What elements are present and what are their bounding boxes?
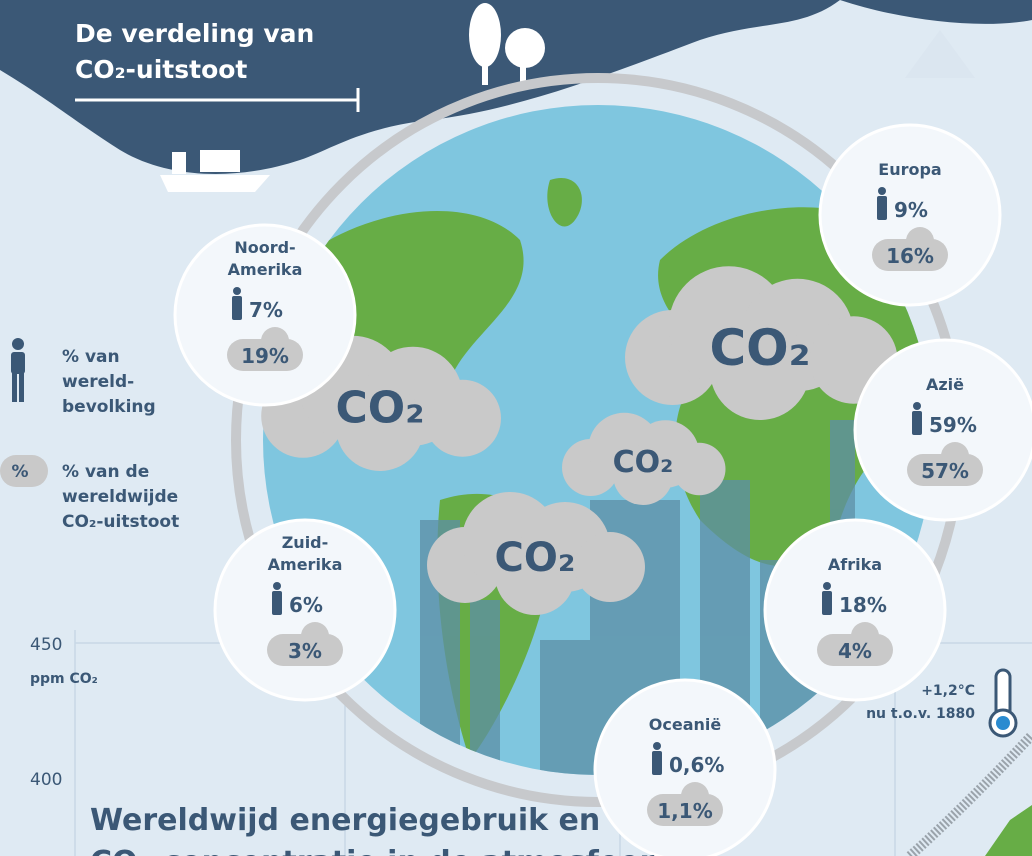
region: Afrika 18% 4% — [765, 520, 945, 700]
axis-tick: 400 — [30, 770, 62, 790]
emission-share: 57% — [921, 459, 969, 483]
person-body — [877, 196, 887, 220]
person-icon — [652, 742, 662, 775]
person-head — [878, 187, 886, 195]
temperature-note: nu t.o.v. 1880 — [866, 706, 975, 722]
person-head — [273, 582, 281, 590]
header-shape-right — [840, 0, 1032, 24]
cloud-label: CO₂ — [336, 383, 425, 434]
warning-icon — [905, 30, 975, 78]
temperature-value: +1,2°C — [921, 683, 975, 699]
emission-share: 4% — [838, 639, 872, 663]
cloud-puff — [575, 532, 645, 602]
title: De verdeling van — [75, 19, 314, 48]
cloud-puff — [424, 380, 501, 457]
cloud-label: CO₂ — [495, 535, 576, 581]
region: Noord- Amerika 7% 19% — [175, 225, 355, 405]
person-head — [233, 287, 241, 295]
region: Oceanië 0,6% 1,1% — [595, 680, 775, 856]
region-name: Zuid- — [282, 533, 329, 552]
hill — [985, 805, 1032, 856]
population-share: 18% — [839, 593, 887, 617]
population-share: 0,6% — [669, 753, 724, 777]
person-icon — [912, 402, 922, 435]
axis-tick: 450 — [30, 635, 62, 655]
legend-text: wereld- — [62, 372, 134, 392]
population-share: 6% — [289, 593, 323, 617]
legend-text: % van — [62, 347, 120, 367]
axis-unit: ppm CO₂ — [30, 671, 98, 687]
person-icon — [272, 582, 282, 615]
person-body — [822, 591, 832, 615]
region: Azië 59% 57% — [855, 340, 1032, 520]
region-name: Oceanië — [649, 715, 722, 734]
emission-share: 16% — [886, 244, 934, 268]
region-name: Amerika — [228, 260, 303, 279]
infographic: De verdeling van CO₂-uitstoot CO₂ CO₂ CO₂ C… — [0, 0, 1032, 856]
page: {"header": {"title": ["De verdeling van"… — [0, 0, 1032, 856]
footer-title: Wereldwijd energiegebruik en — [90, 803, 600, 838]
legend: % — [0, 338, 48, 487]
emission-share: 3% — [288, 639, 322, 663]
region-name: Amerika — [268, 555, 343, 574]
person-head — [913, 402, 921, 410]
person-body — [652, 751, 662, 775]
thermometer-icon — [990, 670, 1016, 736]
emission-share: 19% — [241, 344, 289, 368]
legend-symbol: % — [11, 462, 28, 482]
region: Europa 9% 16% — [820, 125, 1000, 305]
title: CO₂-uitstoot — [75, 55, 247, 84]
population-share: 7% — [249, 298, 283, 322]
legend-text: CO₂-uitstoot — [62, 512, 179, 532]
region-name: Europa — [878, 160, 941, 179]
region: Zuid- Amerika 6% 3% — [215, 520, 395, 700]
person-head — [823, 582, 831, 590]
legend-text: bevolking — [62, 397, 156, 417]
legend-text: wereldwijde — [62, 487, 178, 507]
region-name: Afrika — [828, 555, 882, 574]
region-name: Noord- — [234, 238, 295, 257]
person-body — [272, 591, 282, 615]
person-body — [232, 296, 242, 320]
cloud-label: CO₂ — [613, 445, 674, 480]
cloud-puff — [673, 443, 726, 496]
emission-share: 1,1% — [657, 799, 712, 823]
footer-title: CO₂-concentratie in de atmosfeer — [90, 845, 655, 856]
cloud-label: CO₂ — [709, 319, 810, 377]
person-icon — [822, 582, 832, 615]
person-body — [912, 411, 922, 435]
population-share: 9% — [894, 198, 928, 222]
region-name: Azië — [926, 375, 964, 394]
legend-text: % van de — [62, 462, 149, 482]
person-icon — [232, 287, 242, 320]
person-icon — [11, 338, 25, 402]
person-head — [653, 742, 661, 750]
population-share: 59% — [929, 413, 977, 437]
person-icon — [877, 187, 887, 220]
